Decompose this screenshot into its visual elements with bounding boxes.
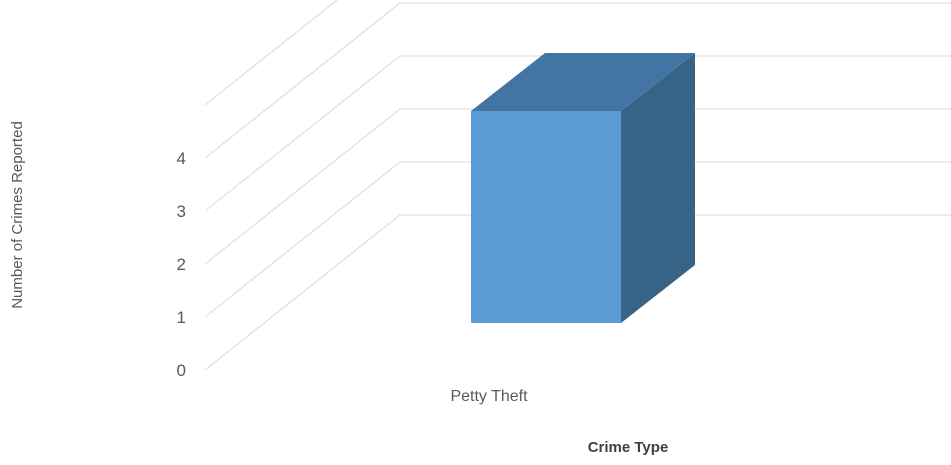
gridline: [204, 161, 951, 318]
x-axis-title: Crime Type: [588, 439, 669, 456]
gridline: [204, 0, 338, 106]
gridline: [204, 2, 951, 159]
gridline: [204, 108, 951, 265]
bar-front-face: [471, 111, 621, 323]
y-tick-label: 3: [177, 202, 186, 221]
gridline: [204, 55, 951, 212]
y-tick-label: 1: [177, 308, 186, 327]
y-axis-ticks: 0 1 2 3 4: [177, 149, 186, 380]
x-category-label: Petty Theft: [450, 388, 528, 405]
y-axis-title: Number of Crimes Reported: [9, 121, 26, 309]
y-tick-label: 4: [177, 149, 186, 168]
y-tick-label: 0: [177, 361, 186, 380]
bar-top-face: [471, 53, 695, 111]
gridlines: [204, 0, 951, 371]
x-axis-categories: Petty Theft: [450, 388, 528, 405]
bar: [471, 53, 695, 323]
bars: [471, 53, 695, 323]
gridline: [204, 214, 951, 371]
y-tick-label: 2: [177, 255, 186, 274]
bar-side-face: [621, 53, 695, 323]
